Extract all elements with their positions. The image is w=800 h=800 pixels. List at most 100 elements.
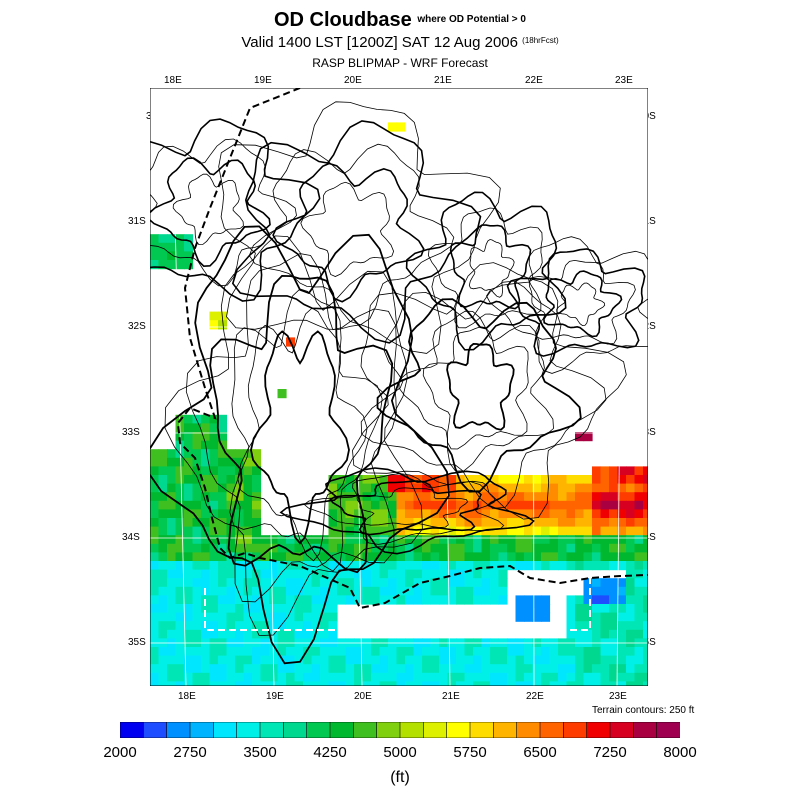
field-cell [515,647,525,657]
field-cell [371,586,381,596]
field-cell [396,122,406,132]
field-cell [643,586,648,596]
field-cell [328,561,338,571]
field-cell [286,664,296,674]
field-cell [379,578,389,588]
field-cell [609,621,619,631]
field-cell [337,655,347,665]
terrain-contour [405,191,567,351]
field-cell [243,500,253,510]
field-cell [447,543,457,553]
terrain-contour [303,473,505,545]
field-cell [541,483,551,493]
field-cell [422,552,432,562]
field-cell [158,483,168,493]
field-cell [252,629,262,639]
field-cell [337,672,347,682]
field-cell [379,500,389,510]
field-cell [320,552,330,562]
field-cell [626,629,636,639]
field-cell [328,612,338,622]
field-cell [158,457,168,467]
field-cell [609,552,619,562]
field-cell [362,500,372,510]
field-cell [507,535,517,545]
field-cell [192,535,202,545]
field-cell [269,612,279,622]
field-cell [532,612,542,622]
field-cell [218,543,228,553]
field-cell [566,621,576,631]
field-cell [158,552,168,562]
field-cell [464,586,474,596]
field-cell [167,569,177,579]
field-cell [405,500,415,510]
field-cell [337,681,347,686]
field-cell [175,509,185,519]
field-cell [226,647,236,657]
field-cell [515,518,525,528]
field-cell [643,612,648,622]
field-cell [192,655,202,665]
field-cell [209,483,219,493]
field-cell [218,475,228,485]
field-cell [626,518,636,528]
field-cell [481,578,491,588]
field-cell [456,500,466,510]
field-cell [286,621,296,631]
field-cell [158,251,168,261]
field-cell [447,483,457,493]
field-cell [490,492,500,502]
field-cell [515,664,525,674]
field-cell [286,629,296,639]
field-cell [192,621,202,631]
field-cell [175,526,185,536]
field-cell [150,535,160,545]
field-cell [311,664,321,674]
field-cell [422,595,432,605]
field-cell [175,595,185,605]
field-cell [354,509,364,519]
field-cell [430,526,440,536]
colorbar-tick-label: 2750 [173,744,207,761]
field-cell [218,509,228,519]
field-cell [286,672,296,682]
field-cell [209,449,219,459]
field-cell [175,621,185,631]
field-cell [439,664,449,674]
field-cell [422,535,432,545]
field-cell [158,543,168,553]
field-cell [583,509,593,519]
field-cell [354,586,364,596]
field-cell [192,440,202,450]
field-cell [294,612,304,622]
field-cell [600,483,610,493]
field-cell [252,500,262,510]
field-cell [566,543,576,553]
field-cell [345,655,355,665]
field-cell [626,500,636,510]
field-cell [235,535,245,545]
field-cell [337,647,347,657]
field-cell [439,569,449,579]
field-cell [498,509,508,519]
field-cell [167,595,177,605]
field-cell [396,526,406,536]
field-cell [201,681,211,686]
field-cell [371,647,381,657]
forecast-note: (18hrFcst) [522,36,559,45]
field-cell [439,509,449,519]
field-cell [430,483,440,493]
field-cell [311,578,321,588]
field-cell [379,475,389,485]
field-cell [209,320,219,330]
field-cell [464,483,474,493]
field-cell [277,595,287,605]
field-cell [481,518,491,528]
colorbar-swatch [446,722,471,738]
field-cell [167,681,177,686]
field-cell [311,552,321,562]
field-cell [626,466,636,476]
field-cell [277,552,287,562]
field-cell [456,586,466,596]
